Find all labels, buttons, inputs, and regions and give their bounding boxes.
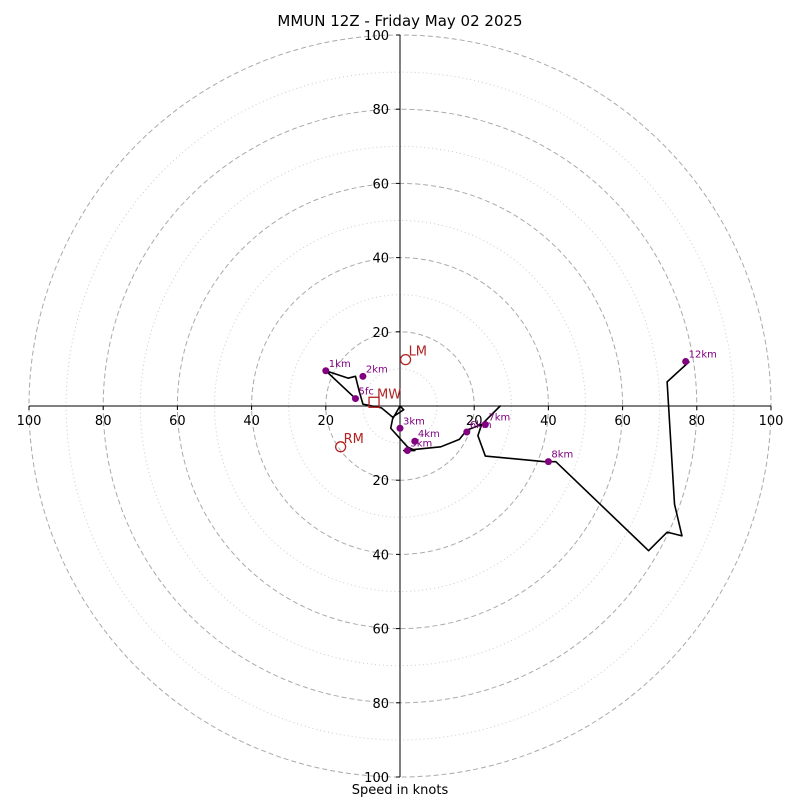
point-12km: [682, 357, 690, 365]
point-2km: [359, 372, 367, 380]
point-label-5km: 5km: [410, 439, 432, 450]
point-1km: [322, 367, 330, 375]
tick-labels: 100 80 60 40 20 20 40 60 80 100100806040202040608…: [17, 29, 784, 786]
y-tick-label: 80: [372, 697, 389, 712]
hodograph-trace: [324, 360, 690, 552]
point-7km: [481, 421, 489, 429]
y-tick-label: 100: [364, 771, 389, 786]
point-6km: [463, 428, 471, 436]
point-4km: [411, 437, 419, 445]
point-label-1km: 1km: [329, 359, 351, 370]
point-label-5fc: 5fc: [358, 387, 373, 398]
y-tick-label: 20: [372, 326, 389, 341]
lm-marker: [399, 353, 412, 366]
x-tick-label: 20: [318, 414, 335, 429]
point-5km: [403, 447, 411, 455]
chart-title: MMUN 12Z - Friday May 02 2025: [277, 12, 523, 30]
rm-marker: [334, 441, 347, 453]
y-tick-label: 40: [372, 252, 389, 267]
point-label-12km: 12km: [689, 349, 717, 360]
storm-motion-markers: LM MW RM: [334, 345, 427, 453]
point-label-4km: 4km: [418, 429, 440, 440]
point-label-7km: 7km: [488, 413, 510, 424]
y-tick-label: 80: [372, 103, 389, 118]
y-tick-label: 20: [372, 474, 389, 489]
rm-marker-label: RM: [344, 432, 364, 447]
x-tick-label: 60: [614, 414, 631, 429]
point-5fc: [351, 395, 359, 403]
mw-marker: [368, 396, 380, 408]
x-tick-label: 40: [540, 414, 557, 429]
hodograph-trace-layer: [324, 360, 690, 552]
x-tick-label: 80: [95, 414, 112, 429]
point-label-2km: 2km: [366, 364, 388, 375]
point-label-3km: 3km: [403, 416, 425, 427]
point-8km: [544, 458, 552, 466]
y-tick-label: 100: [364, 29, 389, 44]
y-tick-label: 40: [372, 548, 389, 563]
x-tick-label: 80: [689, 414, 706, 429]
mw-marker-label: MW: [377, 387, 401, 402]
x-tick-label: 100: [17, 414, 42, 429]
point-label-6km: 6km: [470, 420, 492, 431]
y-tick-label: 60: [372, 177, 389, 192]
point-3km: [396, 424, 404, 432]
x-tick-label: 100: [759, 414, 784, 429]
point-label-8km: 8km: [551, 450, 573, 461]
x-tick-label: 40: [243, 414, 260, 429]
x-axis-label: Speed in knots: [351, 783, 449, 798]
y-tick-label: 60: [372, 623, 389, 638]
lm-marker-label: LM: [409, 345, 427, 360]
x-tick-label: 60: [169, 414, 186, 429]
